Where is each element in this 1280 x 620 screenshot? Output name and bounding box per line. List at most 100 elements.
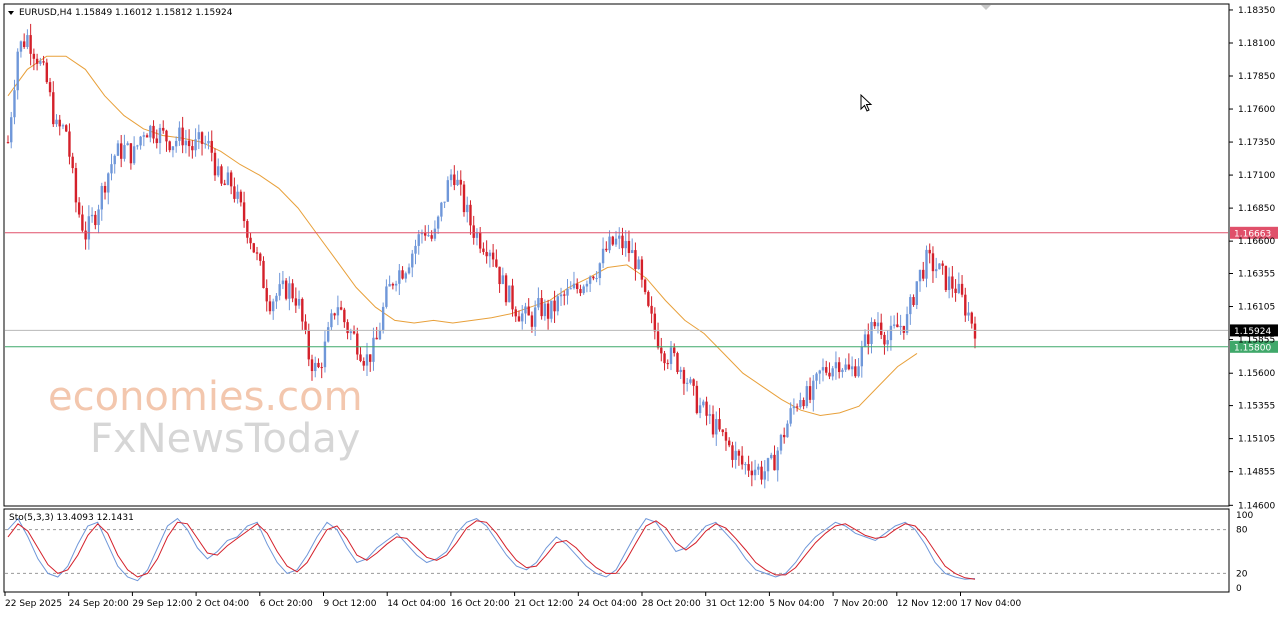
candle-body	[902, 325, 906, 333]
candle-body	[572, 283, 576, 289]
candle-body	[365, 354, 369, 366]
candle-body	[847, 364, 851, 370]
candle-body	[737, 450, 741, 456]
candle-body	[883, 334, 886, 345]
candle-body	[417, 234, 420, 246]
candle-body	[97, 209, 100, 226]
candle-body	[508, 285, 511, 303]
candle-body	[553, 300, 556, 312]
candle-body	[679, 369, 682, 373]
candle-body	[174, 140, 178, 147]
candle-body	[16, 51, 19, 91]
candle-body	[268, 301, 272, 312]
time-tick-label: 9 Oct 12:00	[324, 599, 377, 609]
candle-body	[436, 216, 440, 229]
candle-body	[951, 276, 954, 289]
time-tick-label: 2 Oct 04:00	[196, 599, 249, 609]
candle-body	[918, 269, 922, 282]
stochastic-tick-label: 80	[1236, 526, 1248, 536]
time-tick-label: 7 Nov 20:00	[833, 599, 888, 609]
candle-body	[466, 204, 469, 213]
candle-body	[912, 297, 915, 306]
candle-body	[863, 334, 867, 347]
candle-body	[259, 253, 262, 261]
candle-body	[132, 146, 136, 164]
candle-body	[812, 380, 815, 400]
candle-body	[938, 263, 941, 270]
shift-marker-icon[interactable]	[981, 5, 991, 10]
candle-body	[588, 276, 592, 284]
candle-body	[204, 143, 207, 145]
candle-body	[352, 331, 356, 334]
candle-body	[802, 400, 805, 407]
candle-body	[498, 266, 501, 285]
candle-body	[818, 370, 821, 374]
candle-body	[485, 251, 488, 257]
candle-body	[391, 283, 395, 286]
candle-body	[857, 366, 860, 377]
candle-body	[178, 127, 181, 141]
candle-body	[595, 278, 598, 280]
candle-body	[970, 312, 973, 324]
candle-body	[74, 168, 78, 203]
candle-body	[42, 61, 45, 63]
candle-body	[459, 179, 462, 185]
candle-body	[149, 125, 152, 138]
candle-body	[601, 248, 605, 264]
candle-body	[504, 275, 508, 303]
candle-body	[469, 204, 472, 226]
candle-body	[430, 235, 433, 239]
candle-body	[142, 135, 146, 137]
candle-body	[317, 362, 320, 368]
candle-body	[579, 289, 582, 294]
candle-body	[909, 297, 912, 315]
price-tick-label: 1.17100	[1238, 171, 1275, 181]
candle-body	[954, 288, 957, 294]
symbol-menu-triangle-icon[interactable]	[8, 11, 14, 15]
current-price-tag-label: 1.15924	[1234, 327, 1271, 337]
candle-body	[540, 298, 543, 317]
candle-body	[495, 259, 498, 267]
candle-body	[776, 450, 779, 471]
candle-body	[162, 127, 165, 131]
candle-body	[226, 172, 230, 185]
candle-body	[585, 283, 589, 287]
support-level-tag	[1230, 340, 1278, 353]
price-tick-label: 1.16355	[1238, 269, 1275, 279]
watermark-economies: economies.com	[48, 374, 363, 420]
candle-body	[155, 138, 158, 144]
candle-body	[517, 316, 521, 322]
candle-body	[905, 314, 909, 333]
candle-body	[934, 269, 938, 272]
candle-body	[815, 373, 818, 381]
candle-body	[87, 216, 91, 240]
candle-body	[563, 294, 566, 296]
resistance-level-tag-label: 1.16663	[1234, 229, 1271, 239]
candle-body	[734, 450, 737, 460]
candle-body	[181, 127, 184, 146]
candle-body	[931, 253, 935, 272]
candle-body	[850, 366, 854, 370]
candle-body	[605, 248, 608, 251]
candle-body	[187, 140, 191, 147]
candle-body	[711, 414, 715, 435]
candle-body	[744, 464, 747, 466]
candle-body	[660, 347, 663, 354]
candle-body	[915, 281, 918, 306]
time-tick-label: 21 Oct 12:00	[515, 599, 574, 609]
stochastic-signal-line	[7, 520, 976, 580]
candle-body	[52, 92, 55, 125]
candle-body	[275, 295, 278, 302]
candle-body	[145, 135, 149, 138]
stochastic-header: Sto(5,3,3) 13.4093 12.1431	[9, 513, 134, 523]
main-chart-frame	[3, 3, 1230, 507]
time-tick-label: 24 Sep 20:00	[69, 599, 129, 609]
candle-body	[246, 221, 249, 238]
candle-body	[213, 152, 217, 176]
candle-body	[702, 401, 705, 406]
time-tick-label: 24 Oct 04:00	[578, 599, 637, 609]
candle-body	[462, 184, 466, 213]
candle-body	[220, 166, 223, 184]
price-axis: 1.18350 1.18100 1.17850 1.17600 1.17350 1.171…	[1229, 6, 1275, 511]
